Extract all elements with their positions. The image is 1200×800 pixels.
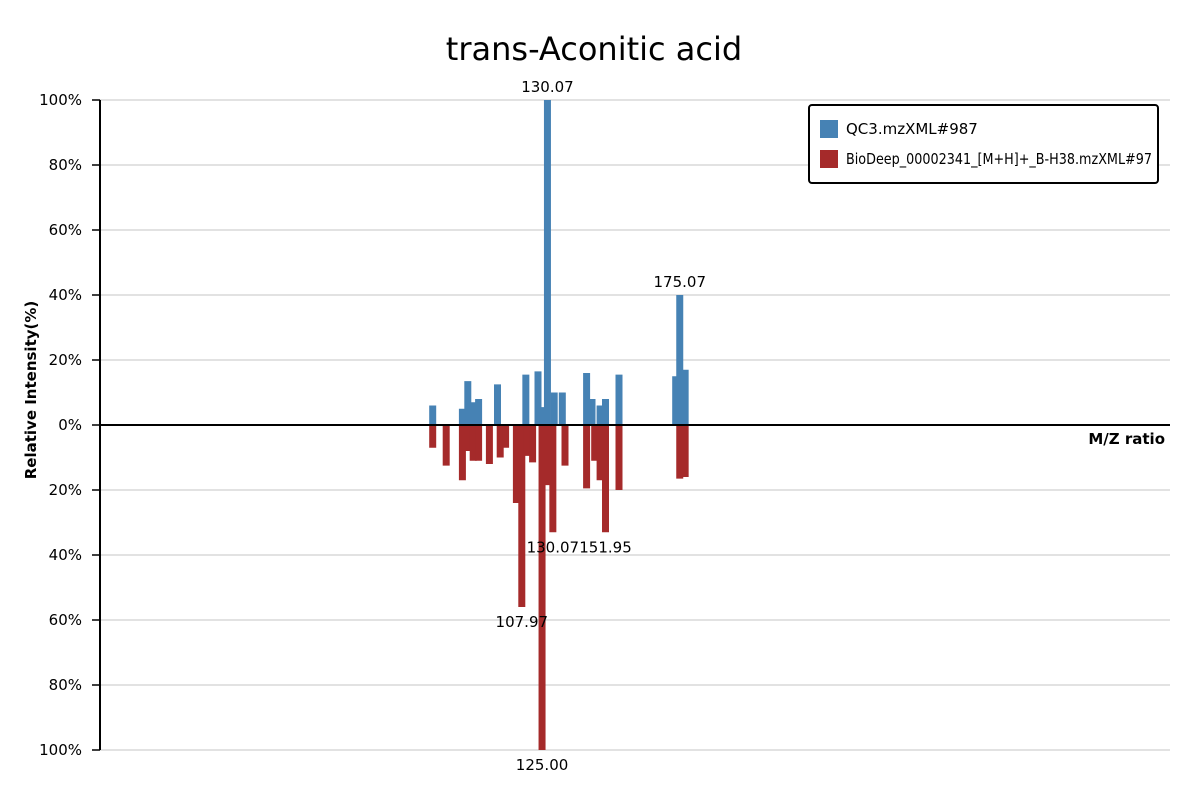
reference-bar	[583, 425, 591, 489]
sample-bar	[583, 373, 591, 425]
reference-bar	[442, 425, 450, 466]
sample-bar	[534, 371, 542, 425]
reference-bar	[561, 425, 569, 466]
sample-bar	[522, 374, 530, 425]
sample-bar	[681, 369, 689, 425]
bars-layer	[429, 100, 689, 750]
y-tick-label: 60%	[49, 221, 82, 239]
sample-bar	[558, 392, 566, 425]
reference-bar	[538, 425, 546, 750]
gridlines	[100, 99, 1170, 751]
sample-bar	[429, 405, 437, 425]
reference-bar	[523, 425, 531, 456]
y-tick-label: 80%	[49, 156, 82, 174]
axes	[99, 100, 1170, 750]
x-axis-label: M/Z ratio	[1088, 430, 1165, 448]
peak-label: 125.00	[516, 756, 569, 774]
y-tick-label: 40%	[49, 546, 82, 564]
sample-bar	[676, 295, 684, 425]
peak-label: 130.07	[521, 78, 574, 96]
reference-bar	[496, 425, 504, 458]
reference-bar	[485, 425, 493, 464]
y-tick-label: 80%	[49, 676, 82, 694]
peak-label: 107.97	[496, 613, 549, 631]
reference-bar	[469, 425, 477, 461]
reference-bar	[549, 425, 557, 533]
peak-label: 130.07	[527, 538, 580, 556]
chart-title: trans-Aconitic acid	[446, 30, 742, 68]
reference-bar	[458, 425, 466, 481]
reference-bar	[464, 425, 472, 451]
sample-bar	[602, 399, 609, 425]
y-tick-label: 20%	[49, 351, 82, 369]
legend-box	[808, 104, 1159, 184]
reference-bar	[475, 425, 483, 461]
y-tick-label: 60%	[49, 611, 82, 629]
reference-bar	[429, 425, 437, 448]
legend-swatch-qc3	[820, 120, 838, 138]
y-tick-label: 40%	[49, 286, 82, 304]
legend-label-qc3: QC3.mzXML#987	[846, 120, 978, 138]
y-ticks: 100% 80% 60% 40% 20% 0% 20% 40% 60% 80% 100%	[39, 91, 100, 759]
reference-bar	[676, 425, 684, 479]
reference-bar	[518, 425, 526, 607]
y-tick-label: 20%	[49, 481, 82, 499]
reference-bar	[681, 425, 689, 477]
reference-bar	[602, 425, 609, 533]
sample-bar	[550, 392, 558, 425]
sample-bar	[464, 381, 472, 425]
sample-bar	[672, 376, 680, 425]
peak-label: 175.07	[654, 273, 707, 291]
y-tick-label: 100%	[39, 741, 82, 759]
legend-label-biodeep: BioDeep_00002341_[M+H]+_B-H38.mzXML#97	[846, 150, 1152, 169]
y-axis-label: Relative Intensity(%)	[22, 301, 40, 480]
sample-bar	[475, 399, 483, 425]
reference-bar	[529, 425, 537, 463]
sample-bar	[458, 408, 466, 425]
peak-label: 151.95	[579, 538, 632, 556]
sample-bar	[615, 374, 623, 425]
legend: QC3.mzXML#987 BioDeep_00002341_[M+H]+_B-…	[808, 104, 1159, 184]
reference-bar	[596, 425, 604, 481]
legend-swatch-biodeep	[820, 150, 838, 168]
reference-bar	[502, 425, 510, 448]
sample-bar	[494, 384, 501, 425]
sample-bar	[469, 402, 477, 425]
reference-bar	[591, 425, 599, 461]
reference-bar	[615, 425, 623, 490]
sample-bar	[596, 405, 604, 425]
reference-bar	[543, 425, 551, 486]
reference-bar	[512, 425, 520, 503]
sample-bar	[543, 100, 551, 425]
y-tick-label: 100%	[39, 91, 82, 109]
sample-bar	[539, 407, 547, 425]
sample-bar	[588, 399, 596, 425]
y-tick-label: 0%	[58, 416, 82, 434]
